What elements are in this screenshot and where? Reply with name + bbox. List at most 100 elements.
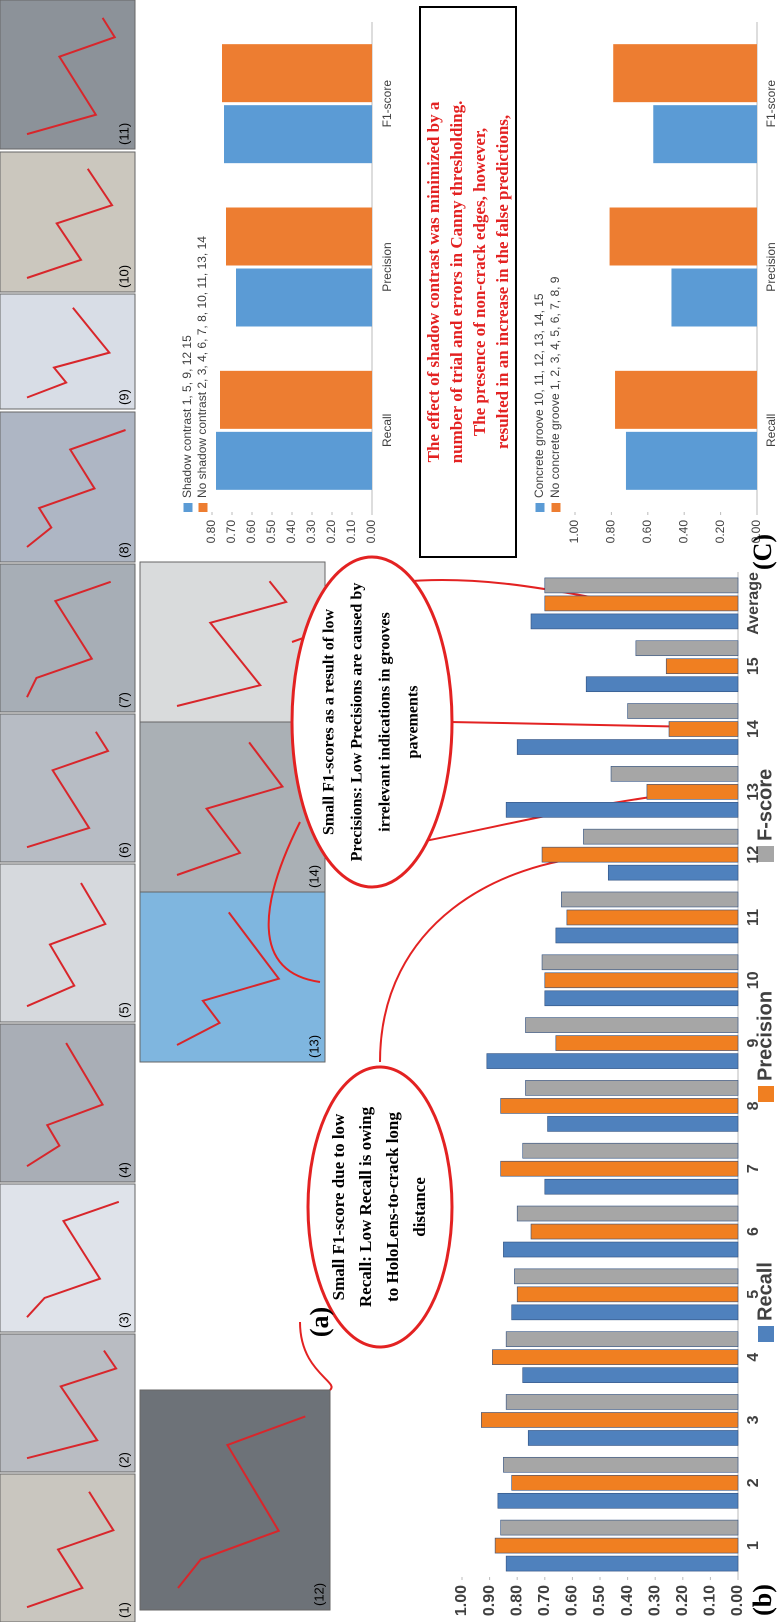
x-tick-label: 10 [745, 971, 762, 989]
annotation-text: irrelevant indications in grooves [377, 612, 394, 831]
bar [495, 1538, 738, 1553]
photo [140, 1390, 330, 1610]
bar [501, 1161, 738, 1176]
y-tick-label: 0.30 [304, 520, 318, 544]
y-tick-label: 0.90 [481, 1585, 498, 1616]
bar [517, 1287, 738, 1302]
annotation-text: resulted in an increase in the false pre… [493, 115, 512, 449]
panel-label: (a) [305, 1307, 334, 1337]
x-tick-label: 2 [745, 1478, 762, 1487]
photo-label: (9) [116, 389, 131, 405]
y-tick-label: 0.40 [619, 1585, 636, 1616]
y-tick-label: 0.20 [713, 520, 727, 544]
y-tick-label: 0.70 [536, 1585, 553, 1616]
legend-label: Concrete groove 10, 11, 12, 13, 14, 15 [532, 293, 546, 498]
legend-swatch [758, 846, 774, 862]
legend-label: F-score [754, 769, 776, 841]
bar [545, 596, 738, 611]
y-tick-label: 0.10 [344, 520, 358, 544]
bar [545, 1179, 738, 1194]
bar [512, 1475, 738, 1490]
photo-label: (13) [306, 1035, 321, 1058]
bar [556, 1036, 738, 1051]
annotation-text: pavements [405, 686, 422, 759]
x-tick-label: Precision [764, 242, 778, 291]
y-tick-label: 0.10 [702, 1585, 719, 1616]
y-tick-label: 0.80 [508, 1585, 525, 1616]
y-tick-label: 0.50 [591, 1585, 608, 1616]
y-tick-label: 0.20 [324, 520, 338, 544]
photo [0, 1334, 135, 1472]
x-tick-label: 7 [745, 1164, 762, 1173]
y-tick-label: 0.30 [646, 1585, 663, 1616]
annotation-text: Small F1-score due to low [329, 1113, 348, 1300]
annotation-text: The effect of shadow contrast was minimi… [424, 101, 443, 462]
bar [636, 641, 738, 656]
photo-label: (12) [311, 1583, 326, 1606]
y-tick-label: 0.00 [729, 1585, 746, 1616]
photo-label: (11) [116, 123, 131, 145]
photo [0, 864, 135, 1022]
legend-swatch [536, 503, 545, 512]
annotation-text: to HoloLens-to-crack long [383, 1112, 402, 1302]
x-tick-label: 6 [745, 1227, 762, 1236]
x-tick-label: 15 [745, 657, 762, 675]
x-tick-label: Average [745, 572, 762, 635]
annotation-ellipse [292, 557, 452, 887]
photo-label: (14) [306, 865, 321, 888]
bar [531, 614, 738, 629]
bar [561, 892, 738, 907]
annotation-text: Recall: Low Recall is owing [356, 1106, 375, 1307]
bar [523, 1143, 738, 1158]
annotation-text: distance [410, 1177, 429, 1237]
photo-label: (6) [116, 842, 131, 858]
legend-swatch [758, 1086, 774, 1102]
x-tick-label: 11 [745, 909, 762, 926]
bar [545, 991, 738, 1006]
bar [506, 802, 738, 817]
x-tick-label: Precision [380, 242, 394, 291]
y-tick-label: 0.60 [244, 520, 258, 544]
bar [525, 1080, 738, 1095]
photo [0, 1474, 135, 1622]
photo-label: (2) [116, 1452, 131, 1468]
bar [545, 973, 738, 988]
photo-label: (8) [116, 542, 131, 558]
bar [545, 578, 738, 593]
legend-label: No concrete groove 1, 2, 3, 4, 5, 6, 7, … [548, 276, 562, 498]
bar [506, 1332, 738, 1347]
bar [517, 1206, 738, 1221]
y-tick-label: 0.60 [640, 520, 654, 544]
annotation-text: The presence of non-crack edges, however… [470, 128, 489, 436]
bar [503, 1242, 738, 1257]
bar [666, 659, 738, 674]
x-tick-label: 8 [745, 1101, 762, 1110]
legend-label: Precision [754, 991, 776, 1081]
bar [583, 829, 738, 844]
legend-label: Recall [754, 1262, 776, 1321]
bar [671, 269, 757, 327]
bar [224, 105, 372, 163]
bar [517, 740, 738, 755]
x-tick-label: 1 [745, 1541, 762, 1550]
bar [487, 1054, 738, 1069]
legend-label: No shadow contrast 2, 3, 4, 6, 7, 8, 10,… [195, 236, 209, 498]
bar [647, 784, 738, 799]
bar [506, 1556, 738, 1571]
bar [498, 1493, 738, 1508]
bar [481, 1412, 738, 1427]
bar [542, 847, 738, 862]
photo-label: (1) [116, 1602, 131, 1618]
y-tick-label: 0.60 [564, 1585, 581, 1616]
bar [626, 432, 757, 490]
photo [0, 564, 135, 712]
bar [610, 208, 757, 266]
x-tick-label: F1-score [764, 80, 778, 128]
annotation-text: Precisions: Low Precisions are caused by [349, 583, 366, 862]
x-tick-label: 3 [745, 1415, 762, 1424]
photo-label: (3) [116, 1312, 131, 1328]
bar [506, 1394, 738, 1409]
photo-label: (7) [116, 692, 131, 708]
photo [0, 294, 135, 409]
bar [514, 1269, 738, 1284]
